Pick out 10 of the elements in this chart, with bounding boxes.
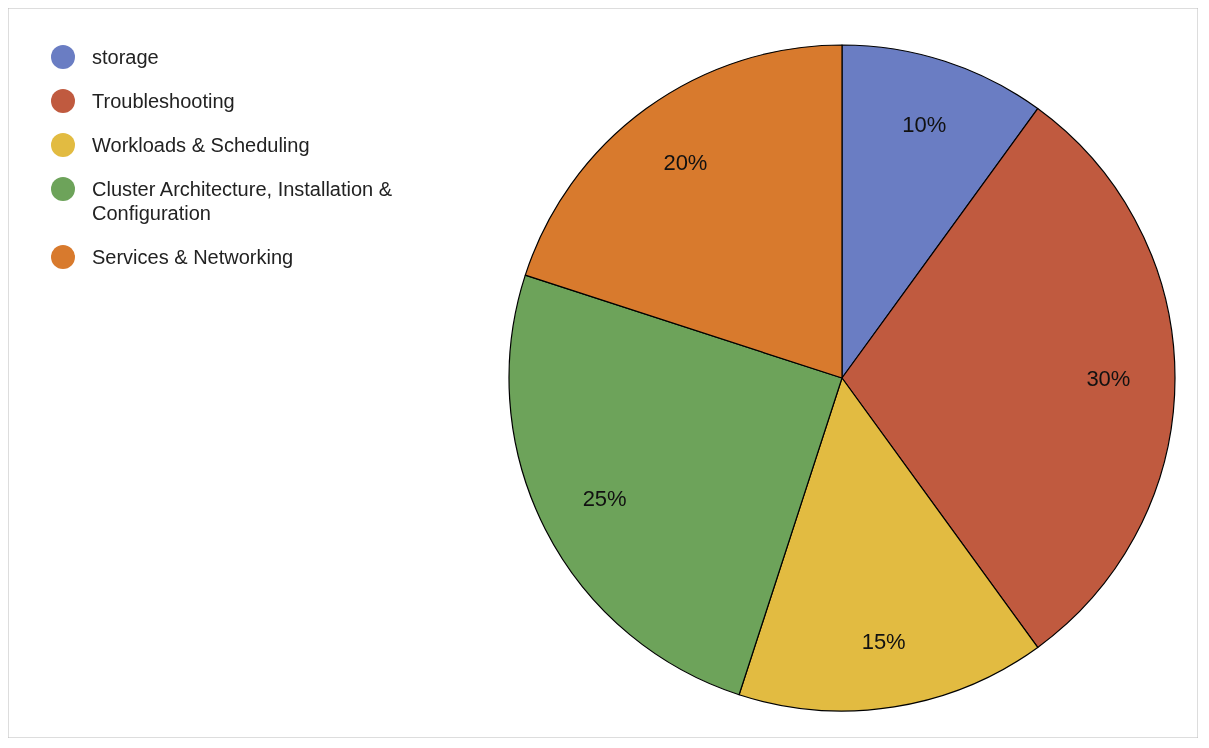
data-label: 30% [1086,365,1131,391]
data-label: 15% [861,628,906,654]
data-label: 25% [582,486,627,512]
legend-label: storage [92,46,159,68]
legend-label: Troubleshooting [92,90,235,112]
data-label: 20% [663,149,708,175]
legend-label: Cluster Architecture, Installation & Configuration [92,178,393,224]
data-label: 10% [902,112,947,138]
legend-label: Services & Networking [92,246,294,268]
legend-label: Workloads & Scheduling [92,134,310,156]
